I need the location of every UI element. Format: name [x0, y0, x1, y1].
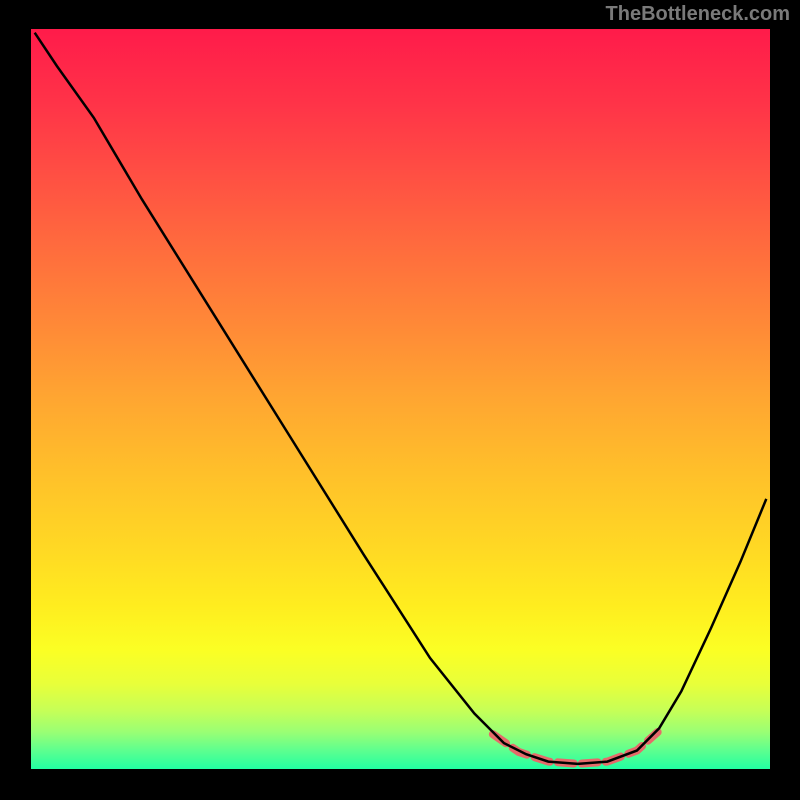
plot-area — [31, 29, 770, 769]
bottleneck-curve — [35, 33, 767, 764]
watermark-text: TheBottleneck.com — [606, 3, 790, 26]
curve-layer — [31, 29, 770, 769]
chart-container: TheBottleneck.com — [0, 0, 800, 800]
highlight-band — [493, 732, 658, 764]
